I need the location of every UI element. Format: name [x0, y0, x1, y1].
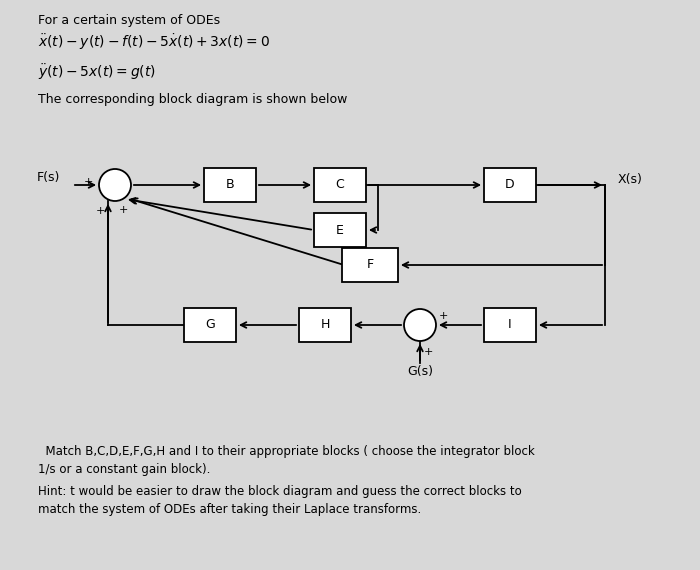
Circle shape	[404, 309, 436, 341]
Text: B: B	[225, 178, 234, 192]
Text: C: C	[335, 178, 344, 192]
Text: +: +	[119, 205, 128, 215]
Bar	[299, 308, 351, 342]
Text: +: +	[95, 206, 105, 216]
Bar	[484, 168, 536, 202]
Bar	[342, 248, 398, 282]
Bar	[204, 168, 256, 202]
Bar	[314, 168, 366, 202]
Text: For a certain system of ODEs: For a certain system of ODEs	[38, 14, 220, 27]
Text: The corresponding block diagram is shown below: The corresponding block diagram is shown…	[38, 93, 347, 106]
Bar	[314, 213, 366, 247]
Text: G(s): G(s)	[407, 364, 433, 377]
Text: H: H	[321, 319, 330, 332]
Text: +: +	[424, 347, 433, 357]
Text: F: F	[366, 259, 374, 271]
Text: X(s): X(s)	[618, 173, 643, 185]
Text: 1/s or a constant gain block).: 1/s or a constant gain block).	[38, 463, 211, 476]
Bar	[184, 308, 236, 342]
Text: Match B,C,D,E,F,G,H and I to their appropriate blocks ( choose the integrator bl: Match B,C,D,E,F,G,H and I to their appro…	[38, 445, 535, 458]
Text: Hint: t would be easier to draw the block diagram and guess the correct blocks t: Hint: t would be easier to draw the bloc…	[38, 485, 522, 498]
Text: match the system of ODEs after taking their Laplace transforms.: match the system of ODEs after taking th…	[38, 503, 421, 516]
Text: E: E	[336, 223, 344, 237]
Text: $\ddot{x}(t) - y(t) - f(t) - 5\dot{x}(t) + 3x(t) = 0$: $\ddot{x}(t) - y(t) - f(t) - 5\dot{x}(t)…	[38, 32, 270, 52]
Text: +: +	[439, 311, 449, 321]
Text: $\ddot{y}(t) - 5x(t) = g(t)$: $\ddot{y}(t) - 5x(t) = g(t)$	[38, 62, 156, 82]
Text: D: D	[505, 178, 514, 192]
Bar	[484, 308, 536, 342]
Text: I: I	[508, 319, 512, 332]
Circle shape	[99, 169, 131, 201]
Text: +: +	[83, 177, 93, 187]
Text: F(s): F(s)	[37, 171, 60, 184]
Text: G: G	[205, 319, 215, 332]
